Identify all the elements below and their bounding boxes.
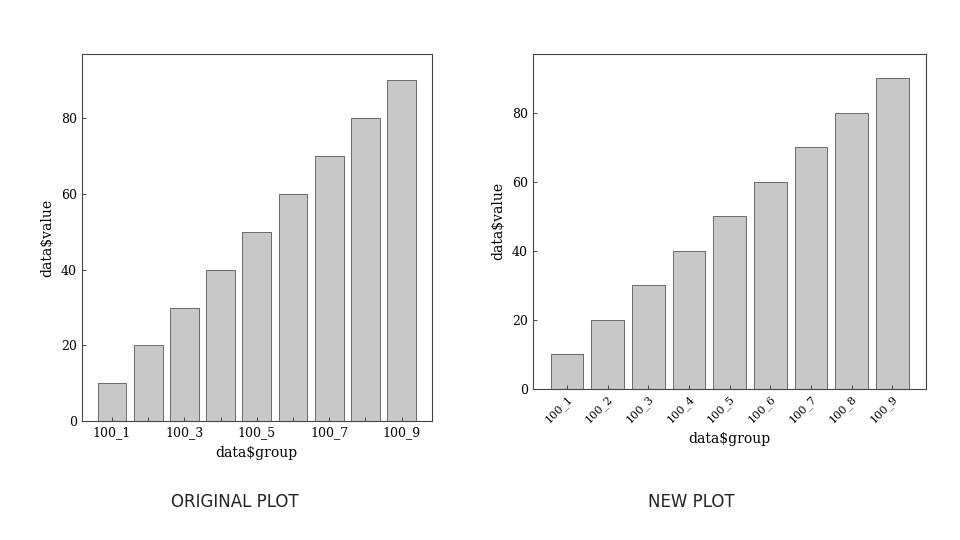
Text: ORIGINAL PLOT: ORIGINAL PLOT (172, 493, 299, 511)
Bar (591, 320, 624, 389)
Bar (551, 354, 584, 389)
Bar (278, 194, 307, 421)
Bar (351, 118, 380, 421)
Bar (713, 216, 746, 389)
Bar (206, 270, 235, 421)
Bar (754, 181, 786, 389)
X-axis label: data$group: data$group (688, 433, 771, 447)
Bar (387, 80, 416, 421)
Bar (795, 147, 828, 389)
Y-axis label: data$value: data$value (491, 183, 505, 260)
Bar (133, 346, 162, 421)
Bar (632, 285, 664, 389)
Y-axis label: data$value: data$value (39, 199, 54, 276)
Bar (242, 232, 272, 421)
Text: NEW PLOT: NEW PLOT (648, 493, 734, 511)
Bar (835, 113, 868, 389)
Bar (170, 308, 199, 421)
Bar (673, 251, 706, 389)
Bar (98, 383, 127, 421)
Bar (315, 156, 344, 421)
X-axis label: data$group: data$group (216, 446, 298, 460)
Bar (876, 78, 908, 389)
